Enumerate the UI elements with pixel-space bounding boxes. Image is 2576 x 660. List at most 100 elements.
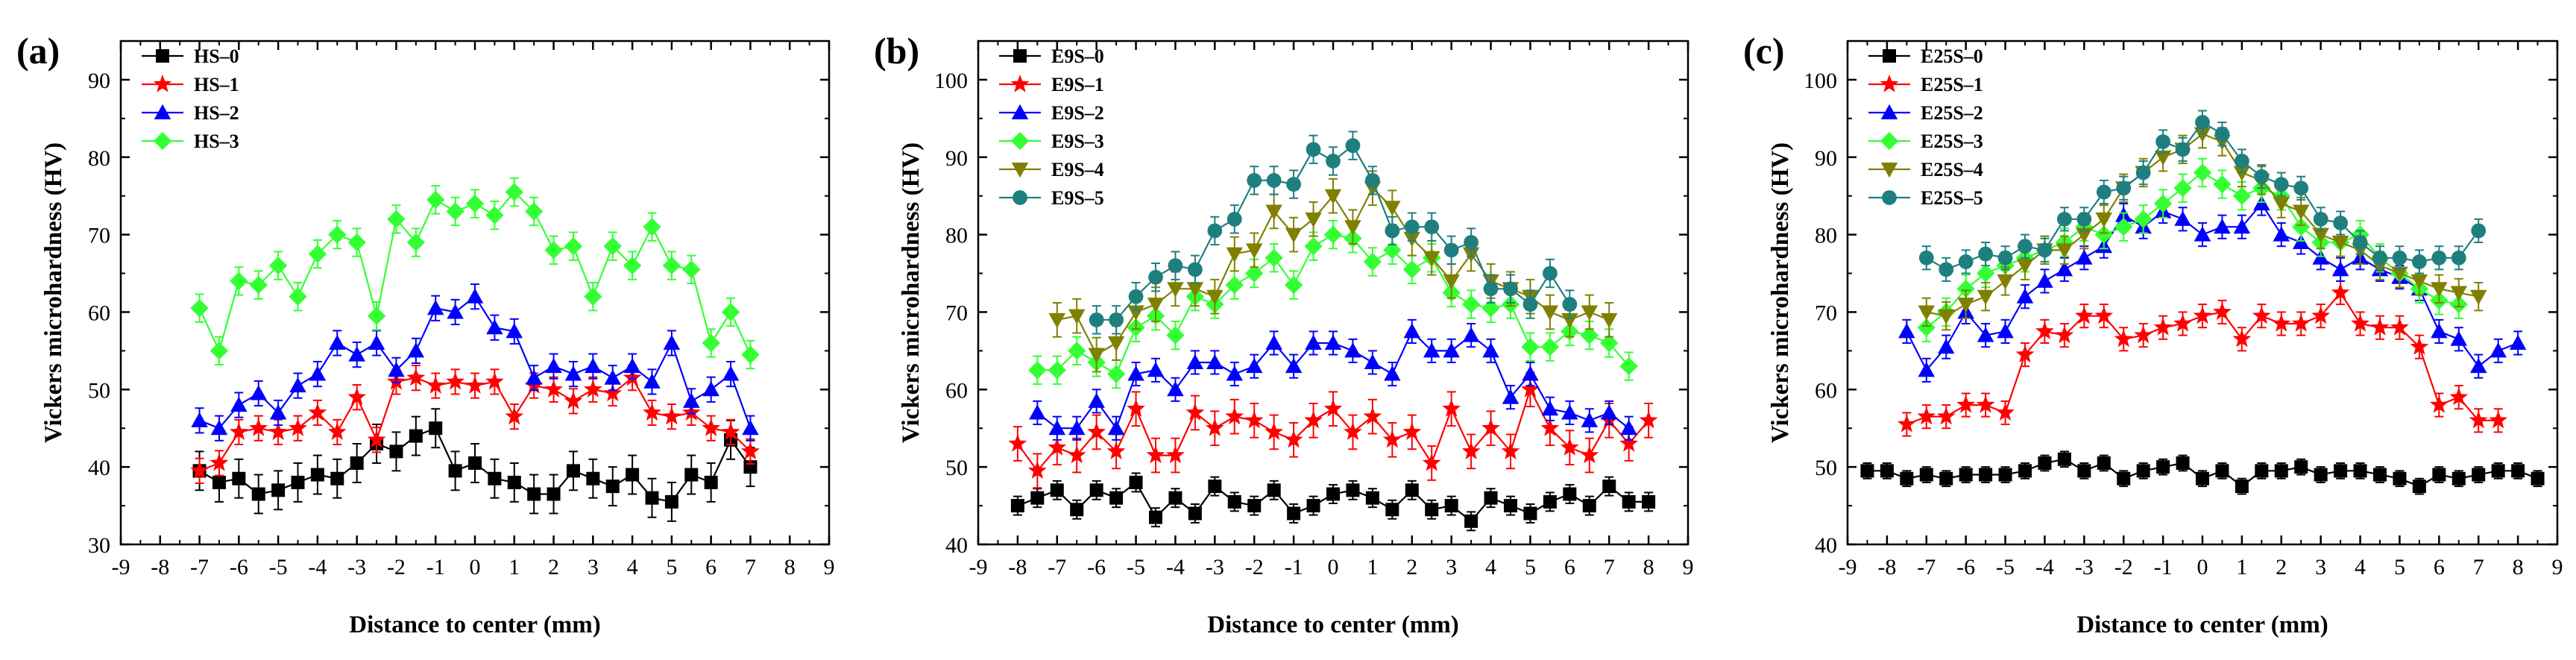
data-point xyxy=(426,300,444,315)
legend-marker xyxy=(1883,49,1896,63)
data-point xyxy=(368,334,385,350)
series-0 xyxy=(1010,472,1656,532)
data-point xyxy=(1245,243,1263,259)
panel-2: -9 -8 -7 -6 -5 -4 -3 -2 -1 0 1 2 3 4 5 6 7 8 9 40 50 60 70 80 90… xyxy=(874,30,1694,638)
data-point xyxy=(2431,282,2448,298)
data-point xyxy=(1581,305,1599,321)
data-point xyxy=(2370,318,2390,336)
data-point xyxy=(1147,298,1165,313)
data-point xyxy=(1284,430,1303,448)
data-point xyxy=(1149,510,1162,524)
data-point xyxy=(1405,483,1419,497)
data-point xyxy=(1109,491,1124,505)
y-tick-label: 30 xyxy=(88,533,110,558)
data-point xyxy=(448,464,462,478)
data-point xyxy=(1602,480,1616,494)
x-tick-label: 4 xyxy=(2355,555,2366,579)
x-tick-label: -4 xyxy=(308,555,327,579)
data-point xyxy=(2531,471,2545,485)
data-point xyxy=(310,468,324,482)
data-point xyxy=(1385,223,1400,239)
x-tick-label: 3 xyxy=(588,555,599,579)
data-point xyxy=(1600,312,1618,329)
data-point xyxy=(2372,250,2387,265)
data-point xyxy=(308,245,327,263)
data-point xyxy=(1897,415,1916,433)
data-point xyxy=(721,303,740,321)
data-point xyxy=(1186,353,1204,369)
data-point xyxy=(2255,464,2269,478)
data-point xyxy=(1581,412,1599,427)
y-tick-label: 80 xyxy=(1815,224,1837,248)
y-axis-label: Vickers microhardness (HV) xyxy=(898,142,925,443)
data-point xyxy=(1187,262,1203,277)
data-point xyxy=(2272,314,2291,332)
data-point xyxy=(1167,282,1184,298)
data-point xyxy=(1127,305,1144,321)
data-point xyxy=(2195,115,2210,130)
data-point xyxy=(2334,464,2348,478)
data-point xyxy=(505,406,524,425)
data-point xyxy=(1208,480,1222,494)
data-point xyxy=(1483,281,1499,297)
data-point xyxy=(2153,318,2173,336)
data-point xyxy=(1186,282,1204,298)
data-point xyxy=(1543,494,1557,509)
x-tick-label: 2 xyxy=(2276,555,2287,579)
data-point xyxy=(426,376,445,394)
data-point xyxy=(1998,468,2012,482)
legend-label: HS–3 xyxy=(194,131,239,152)
data-point xyxy=(603,383,623,402)
data-point xyxy=(566,464,580,478)
data-point xyxy=(1306,499,1320,513)
legend-label: HS–1 xyxy=(194,74,239,95)
y-tick-label: 60 xyxy=(945,378,968,403)
data-point xyxy=(1939,471,1953,485)
data-point xyxy=(367,430,386,448)
y-tick-label: 40 xyxy=(1815,533,1837,558)
x-tick-label: 4 xyxy=(1485,555,1496,579)
data-point xyxy=(1106,365,1126,383)
data-point xyxy=(1958,254,1974,269)
data-point xyxy=(1305,334,1322,350)
data-point xyxy=(2136,464,2150,478)
data-point xyxy=(1880,464,1894,478)
x-tick-label: 0 xyxy=(1328,555,1339,579)
data-point xyxy=(210,453,229,471)
data-point xyxy=(348,346,365,362)
data-point xyxy=(1422,453,1441,471)
data-point xyxy=(2114,218,2133,236)
data-point xyxy=(1324,334,1342,350)
data-point xyxy=(485,371,504,390)
panel-letter: (b) xyxy=(874,30,919,72)
data-point xyxy=(1226,365,1244,381)
legend-marker xyxy=(154,104,171,119)
data-point xyxy=(1997,250,2013,265)
data-point xyxy=(1502,389,1520,404)
x-tick-label: -2 xyxy=(1245,555,1264,579)
data-point xyxy=(722,365,740,381)
data-point xyxy=(564,365,582,381)
data-point xyxy=(1050,483,1064,497)
data-point xyxy=(2135,165,2151,180)
x-tick-label: -1 xyxy=(2154,555,2173,579)
data-point xyxy=(1503,281,1518,297)
data-point xyxy=(1443,342,1460,358)
data-point xyxy=(1481,299,1500,318)
y-axis-label: Vickers microhardness (HV) xyxy=(40,142,67,443)
y-tick-label: 60 xyxy=(1815,378,1837,403)
x-tick-label: 2 xyxy=(548,555,559,579)
data-point xyxy=(191,412,208,427)
data-point xyxy=(387,210,406,228)
data-point xyxy=(2410,337,2429,355)
x-tick-label: 6 xyxy=(1564,555,1575,579)
data-point xyxy=(1540,418,1560,436)
x-tick-label: 4 xyxy=(627,555,638,579)
legend-label: E25S–3 xyxy=(1921,131,1983,152)
data-point xyxy=(2173,314,2192,332)
data-point xyxy=(2235,480,2249,494)
data-point xyxy=(1267,483,1281,497)
data-point xyxy=(1168,258,1183,274)
data-point xyxy=(347,387,367,406)
data-point xyxy=(2469,289,2487,305)
